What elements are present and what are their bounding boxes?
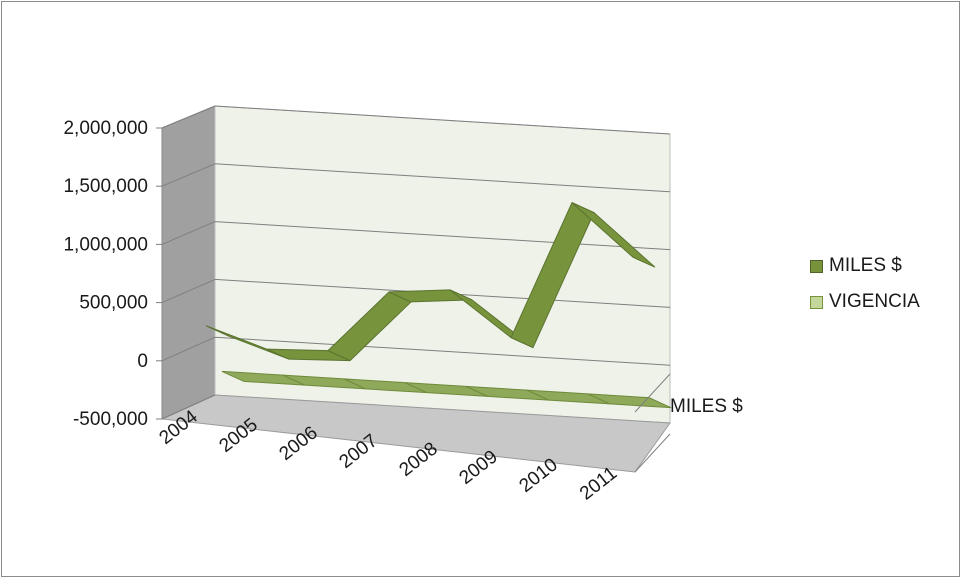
legend-label-vigencia: VIGENCIA xyxy=(829,291,920,312)
legend-label-miles: MILES $ xyxy=(829,255,902,276)
side-gridline xyxy=(161,221,216,245)
gridline xyxy=(214,336,671,366)
series-segment xyxy=(587,393,672,409)
chart-walls xyxy=(160,105,671,473)
gridlines xyxy=(156,105,671,420)
series-layer xyxy=(205,201,672,409)
depth-axis-label: MILES $ xyxy=(670,396,743,417)
side-gridline xyxy=(161,278,216,304)
y-tick-label: 0 xyxy=(137,351,148,372)
side-gridline xyxy=(161,394,216,420)
legend: MILES $ VIGENCIA xyxy=(810,254,920,326)
gridline xyxy=(214,105,671,135)
side-gridline xyxy=(161,105,216,129)
y-tick-label: -500,000 xyxy=(73,409,148,430)
gridline xyxy=(214,221,671,251)
gridline xyxy=(214,163,671,193)
legend-item-vigencia: VIGENCIA xyxy=(810,290,920,314)
side-wall xyxy=(161,105,216,420)
legend-swatch-miles xyxy=(810,259,823,273)
depth-axis-line xyxy=(634,433,671,473)
y-tick-label: 2,000,000 xyxy=(63,118,148,139)
side-gridline xyxy=(161,163,216,187)
legend-item-miles: MILES $ xyxy=(810,254,920,278)
depth-axis-line xyxy=(634,373,671,413)
series-miles xyxy=(205,201,656,362)
y-tick-label: 1,000,000 xyxy=(63,234,148,255)
y-tick-label: 1,500,000 xyxy=(63,176,148,197)
series-segment xyxy=(571,202,656,268)
side-gridline xyxy=(161,336,216,362)
series-vigencia xyxy=(221,370,672,409)
y-tick-label: 500,000 xyxy=(79,293,148,314)
legend-swatch-vigencia xyxy=(810,295,823,309)
